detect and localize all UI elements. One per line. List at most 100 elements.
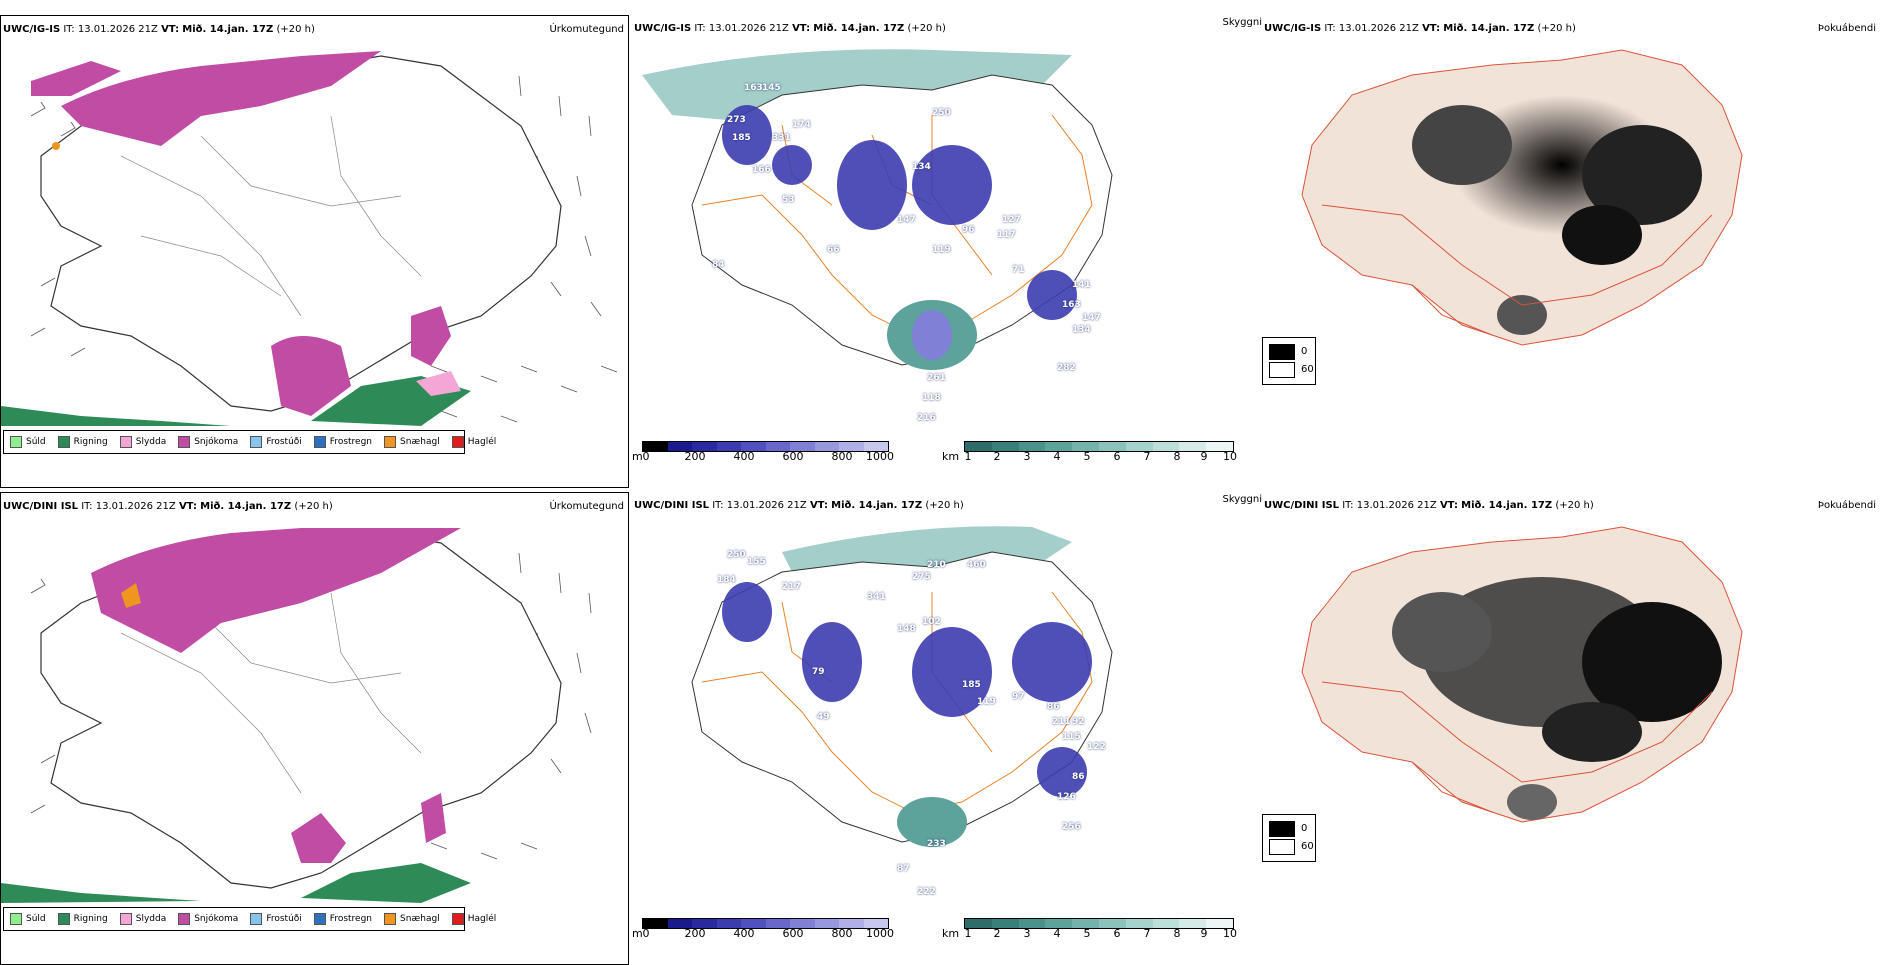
legend-item: Súld — [10, 436, 46, 448]
precip-type-panel-top: UWC/IG-IS IT: 13.01.2026 21Z VT: Mið. 14… — [0, 15, 629, 488]
tick-label: 6 — [1113, 927, 1121, 940]
precip-type-panel-bottom: UWC/DINI ISL IT: 13.01.2026 21Z VT: Mið.… — [0, 492, 629, 965]
legend-label: 60 — [1301, 364, 1314, 375]
fog-legend: 0 60 — [1262, 814, 1316, 862]
tick-label: 2 — [993, 450, 1001, 463]
cloud-base-value: 119 — [932, 245, 951, 255]
visibility-colorbar: km 1 2 3 4 5 6 7 8 9 10 — [942, 435, 1242, 465]
tick-label: 7 — [1143, 450, 1151, 463]
legend-label: 0 — [1301, 823, 1308, 834]
panel-type-label: Þokuábendi — [1817, 23, 1876, 34]
tick-label: 800 — [831, 927, 853, 940]
cloud-base-value: 261 — [927, 373, 946, 383]
tick-label: 0 — [642, 927, 650, 940]
tick-label: 1 — [964, 450, 972, 463]
precip-map — [1, 528, 592, 903]
cloud-base-value: 66 — [827, 245, 840, 255]
fog-map — [1301, 49, 1743, 346]
cloud-base-value: 84 — [712, 260, 725, 270]
cloud-base-value: 71 — [1012, 265, 1025, 275]
cloud-base-value: 122 — [1087, 742, 1106, 752]
tick-label: 2 — [993, 927, 1001, 940]
cloud-base-value: 127 — [1002, 215, 1021, 225]
unit-label: km — [942, 927, 960, 940]
precip-legend: Súld Rigning Slydda Snjókoma Frostúði Fr… — [3, 430, 496, 454]
cloud-base-value: 341 — [867, 592, 886, 602]
cloud-base-value: 97 — [1012, 692, 1025, 702]
cloud-base-value: 163 — [1062, 300, 1081, 310]
tick-label: 3 — [1023, 927, 1031, 940]
tick-label: 10 — [1223, 927, 1237, 940]
fog-map — [1301, 526, 1743, 823]
cloud-base-value: 145 — [762, 83, 781, 93]
panel-type-label: Skyggni — [1222, 494, 1262, 505]
color-ramp — [964, 918, 1234, 929]
cloud-base-value: 174 — [792, 120, 811, 130]
panel-header: UWC/IG-IS IT: 13.01.2026 21Z VT: Mið. 14… — [1264, 23, 1576, 34]
fog-panel-bottom: UWC/DINI ISL IT: 13.01.2026 21Z VT: Mið.… — [1262, 492, 1900, 965]
tick-label: 3 — [1023, 450, 1031, 463]
panel-type-label: Úrkomutegund — [549, 24, 624, 35]
cloud-base-value: 460 — [967, 560, 986, 570]
cloud-base-value: 118 — [922, 393, 941, 403]
cloud-base-value: 250 — [727, 550, 746, 560]
cloud-base-value: 211 — [1052, 717, 1071, 727]
tick-label: 400 — [733, 927, 755, 940]
cloud-base-value: 148 — [897, 624, 916, 634]
precip-legend: Súld Rigning Slydda Snjókoma Frostúði Fr… — [3, 907, 496, 931]
panel-header: UWC/DINI ISL IT: 13.01.2026 21Z VT: Mið.… — [3, 501, 333, 512]
tick-label: 6 — [1113, 450, 1121, 463]
tick-label: 9 — [1200, 927, 1208, 940]
cloud-base-value: 147 — [1082, 313, 1101, 323]
legend-item: Frostúði — [250, 913, 302, 925]
legend-item: Snjókoma — [178, 913, 238, 925]
cloud-map — [642, 49, 1113, 370]
cloud-base-value: 134 — [1072, 325, 1091, 335]
cloud-base-value: 53 — [782, 195, 795, 205]
iceland-outline — [691, 551, 1113, 843]
unit-label: m — [632, 927, 643, 940]
cloud-base-value: 119 — [977, 697, 996, 707]
cloud-panel-top: UWC/IG-IS IT: 13.01.2026 21Z VT: Mið. 14… — [632, 15, 1262, 488]
cloud-base-value: 282 — [1057, 363, 1076, 373]
cloud-base-value: 92 — [1072, 717, 1085, 727]
cloud-base-value: 79 — [812, 667, 825, 677]
tick-label: 200 — [684, 927, 706, 940]
legend-item: Haglél — [451, 913, 496, 925]
legend-item: Slydda — [119, 436, 166, 448]
cloud-base-value: 217 — [782, 582, 801, 592]
legend-item: Rigning — [57, 913, 108, 925]
cloud-base-value: 210 — [927, 560, 946, 570]
tick-label: 0 — [642, 450, 650, 463]
tick-label: 7 — [1143, 927, 1151, 940]
tick-label: 1000 — [866, 927, 894, 940]
cloud-base-value: 222 — [917, 887, 936, 897]
cloud-base-value: 163 — [744, 83, 763, 93]
precip-map — [1, 51, 618, 426]
tick-label: 600 — [782, 927, 804, 940]
panel-header: UWC/DINI ISL IT: 13.01.2026 21Z VT: Mið.… — [1264, 500, 1594, 511]
cloud-base-value: 141 — [1072, 280, 1091, 290]
panel-header: UWC/DINI ISL IT: 13.01.2026 21Z VT: Mið.… — [634, 500, 964, 511]
tick-label: 4 — [1053, 927, 1061, 940]
panel-header: UWC/IG-IS IT: 13.01.2026 21Z VT: Mið. 14… — [634, 23, 946, 34]
cloud-panel-bottom: UWC/DINI ISL IT: 13.01.2026 21Z VT: Mið.… — [632, 492, 1262, 965]
tick-label: 5 — [1083, 450, 1091, 463]
cloud-base-value: 250 — [932, 108, 951, 118]
cloud-base-value: 216 — [917, 413, 936, 423]
legend-item: Snjókoma — [178, 436, 238, 448]
cloud-base-value: 102 — [922, 617, 941, 627]
unit-label: m — [632, 450, 643, 463]
cloud-base-value: 331 — [772, 133, 791, 143]
cloud-base-colorbar: m 0 200 400 600 800 1000 — [632, 912, 894, 942]
tick-label: 8 — [1173, 927, 1181, 940]
cloud-base-value: 117 — [997, 230, 1016, 240]
fog-legend: 0 60 — [1262, 337, 1316, 385]
cloud-base-value: 86 — [1072, 772, 1085, 782]
fog-panel-top: UWC/IG-IS IT: 13.01.2026 21Z VT: Mið. 14… — [1262, 15, 1900, 488]
legend-label: 60 — [1301, 841, 1314, 852]
legend-item: Frostúði — [250, 436, 302, 448]
cloud-base-value: 96 — [962, 225, 975, 235]
legend-item: Rigning — [57, 436, 108, 448]
cloud-base-value: 185 — [962, 680, 981, 690]
